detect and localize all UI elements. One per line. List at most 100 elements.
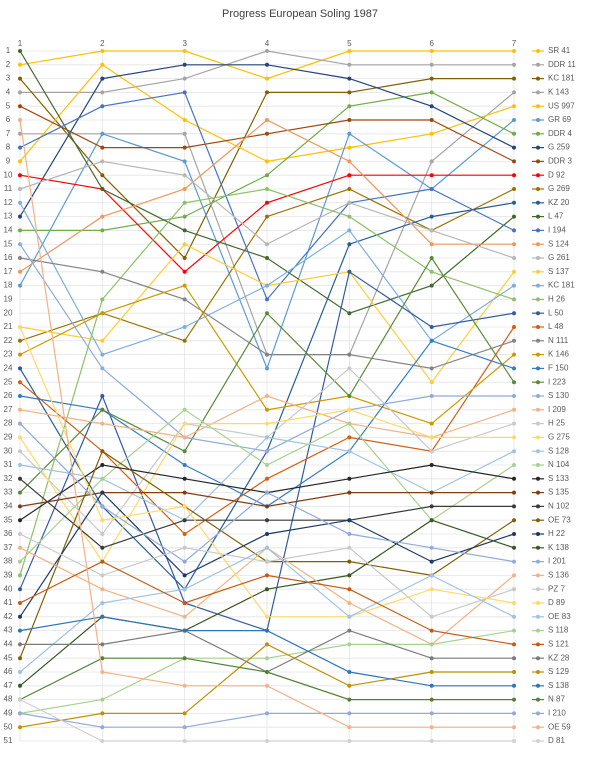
data-point <box>100 739 105 743</box>
data-point <box>347 118 352 122</box>
data-point <box>347 49 352 53</box>
data-point <box>100 187 105 191</box>
data-point <box>265 532 269 536</box>
legend-label: K 146 <box>548 350 569 359</box>
y-tick-label: 19 <box>4 295 13 304</box>
data-point <box>512 435 516 440</box>
data-point <box>100 214 105 219</box>
data-point <box>18 532 22 536</box>
y-tick-label: 2 <box>6 60 11 69</box>
data-point <box>347 601 352 605</box>
data-point <box>265 256 269 260</box>
legend-label: N 111 <box>548 336 569 345</box>
y-tick-label: 38 <box>4 557 13 566</box>
data-point <box>18 269 22 274</box>
data-point <box>429 380 434 385</box>
data-point <box>512 76 516 81</box>
data-point <box>429 573 434 578</box>
data-point <box>182 656 187 661</box>
y-tick-label: 6 <box>6 115 11 124</box>
y-tick-label: 42 <box>4 612 13 621</box>
data-point <box>100 697 105 702</box>
data-point <box>512 683 516 688</box>
data-point <box>18 283 22 288</box>
data-point <box>512 559 516 564</box>
data-point <box>100 449 105 454</box>
data-point <box>18 670 22 674</box>
legend-label: I 201 <box>548 557 566 566</box>
data-point <box>512 325 516 329</box>
data-point <box>429 683 434 688</box>
data-point <box>429 656 434 661</box>
legend-label: S 137 <box>548 267 569 276</box>
data-point <box>512 573 516 578</box>
data-point <box>512 587 516 592</box>
data-point <box>100 407 105 412</box>
data-point <box>347 476 352 481</box>
data-point <box>512 62 516 67</box>
y-tick-label: 46 <box>4 667 13 676</box>
data-point <box>347 573 352 578</box>
data-point <box>429 394 434 398</box>
data-point <box>100 394 105 398</box>
legend-marker <box>536 573 540 578</box>
data-point <box>18 697 22 702</box>
y-tick-label: 44 <box>4 640 13 649</box>
data-point <box>347 421 352 426</box>
data-point <box>182 628 187 633</box>
data-point <box>512 269 516 274</box>
data-point <box>100 352 105 357</box>
data-point <box>512 187 516 191</box>
legend-label: US 997 <box>548 101 575 110</box>
legend-marker <box>536 104 540 109</box>
x-tick-label: 4 <box>265 39 270 48</box>
legend-label: K 143 <box>548 88 569 97</box>
legend-label: S 129 <box>548 667 569 676</box>
data-point <box>512 242 516 247</box>
data-point <box>512 614 516 619</box>
data-point <box>265 297 269 302</box>
data-point <box>429 118 434 122</box>
data-point <box>100 366 105 371</box>
data-point <box>18 559 22 564</box>
data-point <box>182 256 187 260</box>
legend-marker <box>536 187 540 191</box>
legend-marker <box>536 242 540 247</box>
data-point <box>429 463 434 467</box>
data-point <box>265 90 269 95</box>
legend-marker <box>536 325 540 329</box>
data-point <box>512 380 516 385</box>
y-tick-label: 12 <box>4 198 13 207</box>
legend-label: F 150 <box>548 364 569 373</box>
chart-title: Progress European Soling 1987 <box>222 8 378 20</box>
x-tick-label: 1 <box>18 39 23 48</box>
data-point <box>347 187 352 191</box>
y-tick-label: 31 <box>4 460 13 469</box>
x-tick-label: 7 <box>512 39 517 48</box>
data-point <box>347 587 352 592</box>
data-point <box>18 476 22 481</box>
data-point <box>18 490 22 495</box>
data-point <box>347 670 352 674</box>
legend-label: DDR 11 <box>548 60 576 69</box>
legend-label: D 81 <box>548 736 565 745</box>
data-point <box>512 256 516 260</box>
data-point <box>18 242 22 247</box>
y-tick-label: 18 <box>4 281 13 290</box>
data-point <box>347 559 352 564</box>
data-point <box>265 573 269 578</box>
legend-marker <box>536 311 540 316</box>
data-point <box>265 173 269 178</box>
legend-label: KZ 20 <box>548 198 570 207</box>
data-point <box>429 449 434 454</box>
data-point <box>429 490 434 495</box>
data-point <box>18 545 22 550</box>
legend-marker <box>536 62 540 67</box>
data-point <box>347 407 352 412</box>
data-point <box>347 614 352 619</box>
legend-label: OE 59 <box>548 722 571 731</box>
y-tick-label: 10 <box>4 170 13 179</box>
legend-label: L 47 <box>548 212 564 221</box>
data-point <box>18 62 22 67</box>
data-point <box>100 711 105 716</box>
